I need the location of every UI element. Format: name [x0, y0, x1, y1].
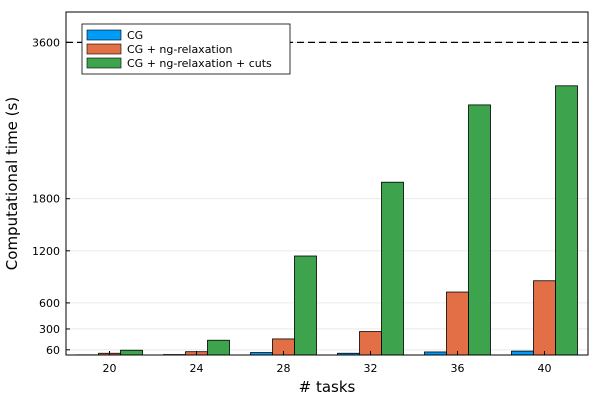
- x-tick-label: 28: [277, 362, 291, 375]
- y-tick-label: 3600: [32, 36, 60, 49]
- y-tick-label: 300: [39, 323, 60, 336]
- x-tick-labels: 20 24 28 32 36 40: [103, 362, 552, 375]
- y-tick-labels: 60 300 600 1200 1800 3600: [32, 36, 60, 356]
- plot-frame: [65, 11, 589, 356]
- bar-cg-ng-relaxation-cuts-24: [207, 339, 230, 356]
- y-tick-label: 60: [46, 344, 60, 357]
- legend-swatch: [86, 43, 122, 55]
- legend-swatch: [86, 57, 122, 69]
- y-tick-label: 1200: [32, 245, 60, 258]
- y-axis-title: Computational time (s): [3, 97, 21, 270]
- bar-cg-ng-relaxation-cuts-40: [555, 85, 578, 356]
- x-tick-label: 36: [451, 362, 465, 375]
- x-tick-label: 40: [538, 362, 552, 375]
- bar-cg-ng-relaxation-40: [533, 280, 556, 356]
- bar-cg-ng-relaxation-36: [446, 291, 469, 356]
- legend-label: CG + ng-relaxation + cuts: [127, 57, 272, 70]
- x-tick-label: 20: [103, 362, 117, 375]
- bar-cg-40: [511, 350, 534, 356]
- y-tick-label: 600: [39, 297, 60, 310]
- bar-cg-ng-relaxation-cuts-36: [468, 104, 491, 356]
- grid-lines: [66, 41, 588, 351]
- legend-label: CG + ng-relaxation: [127, 43, 233, 56]
- x-tick-label: 32: [364, 362, 378, 375]
- bar-cg-ng-relaxation-cuts-20: [120, 349, 143, 356]
- x-axis-title: # tasks: [299, 378, 356, 396]
- bars: [76, 85, 578, 356]
- bar-cg-ng-relaxation-cuts-32: [381, 181, 404, 356]
- legend-swatch: [86, 29, 122, 41]
- y-tick-label: 1800: [32, 193, 60, 206]
- x-tick-label: 24: [190, 362, 204, 375]
- bar-cg-ng-relaxation-cuts-28: [294, 255, 317, 356]
- legend-label: CG: [127, 29, 143, 42]
